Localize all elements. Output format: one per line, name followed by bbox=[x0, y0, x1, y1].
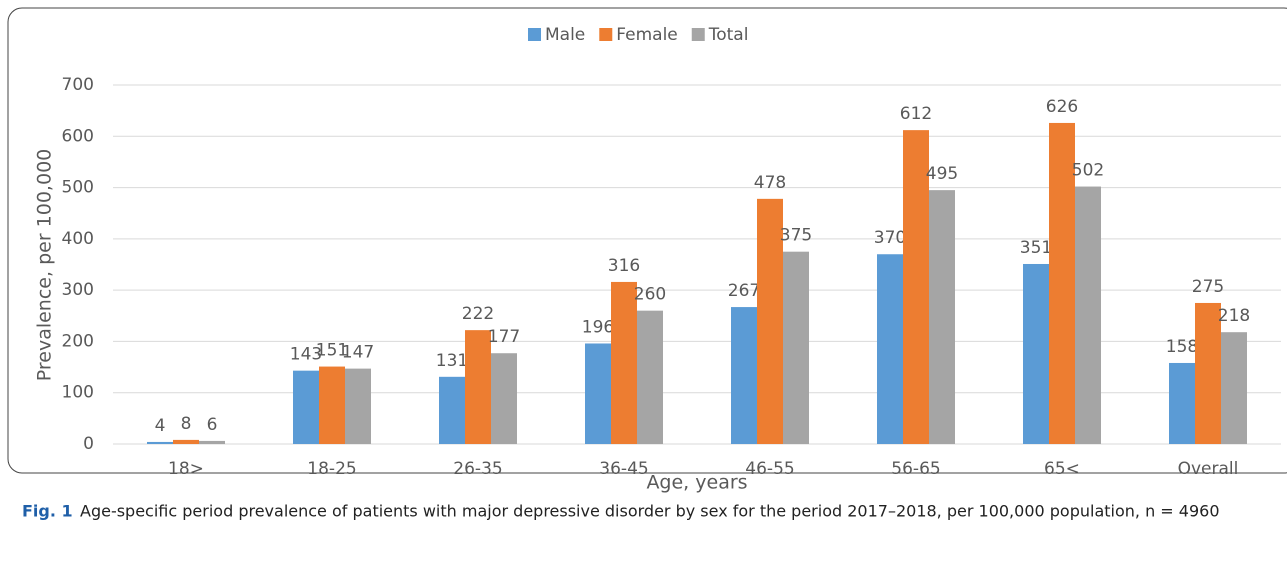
x-tick-label: 46-55 bbox=[745, 459, 794, 479]
data-label: 626 bbox=[1046, 97, 1078, 117]
bar bbox=[877, 254, 903, 444]
data-label: 316 bbox=[608, 256, 640, 276]
data-label: 502 bbox=[1072, 161, 1104, 181]
bar bbox=[173, 439, 199, 444]
data-label: 267 bbox=[728, 281, 760, 301]
bar bbox=[1075, 186, 1101, 444]
y-tick-label: 600 bbox=[62, 126, 94, 146]
x-tick-label: 65< bbox=[1044, 459, 1080, 479]
data-label: 196 bbox=[582, 317, 614, 337]
x-tick-label: 36-45 bbox=[599, 459, 648, 479]
legend-swatch bbox=[528, 28, 541, 41]
legend-label: Male bbox=[545, 25, 585, 45]
caption: Age-specific period prevalence of patien… bbox=[80, 502, 1220, 521]
y-tick-label: 200 bbox=[62, 331, 94, 351]
x-tick-label: 18-25 bbox=[307, 459, 356, 479]
legend-swatch bbox=[691, 28, 705, 41]
bar bbox=[199, 440, 225, 444]
y-tick-label: 400 bbox=[62, 229, 94, 249]
frame bbox=[7, 7, 1287, 474]
bar bbox=[491, 353, 517, 444]
data-label: 612 bbox=[900, 104, 932, 124]
bar bbox=[319, 366, 345, 444]
legend-swatch bbox=[599, 28, 613, 41]
data-label: 495 bbox=[926, 164, 958, 184]
data-label: 4 bbox=[155, 416, 166, 436]
bar bbox=[585, 343, 611, 444]
x-tick-label: 18> bbox=[168, 459, 204, 479]
data-label: 147 bbox=[342, 343, 374, 363]
caption-label: Fig. 1 bbox=[22, 502, 73, 521]
bar bbox=[757, 198, 783, 444]
data-label: 351 bbox=[1020, 238, 1052, 258]
data-label: 260 bbox=[634, 285, 666, 305]
data-label: 131 bbox=[436, 351, 468, 371]
bar bbox=[929, 190, 955, 444]
bar bbox=[439, 376, 465, 444]
bar bbox=[731, 307, 757, 444]
bar bbox=[1169, 362, 1195, 444]
data-label: 275 bbox=[1192, 277, 1224, 297]
x-axis-title: Age, years bbox=[646, 472, 747, 494]
legend-label: Total bbox=[708, 25, 749, 45]
data-label: 478 bbox=[754, 173, 786, 193]
data-label: 143 bbox=[290, 345, 322, 365]
y-tick-label: 0 bbox=[83, 434, 94, 454]
bar bbox=[345, 368, 371, 444]
x-tick-label: 26-35 bbox=[453, 459, 502, 479]
data-label: 8 bbox=[181, 414, 192, 434]
x-tick-label: Overall bbox=[1178, 459, 1239, 479]
bar bbox=[783, 251, 809, 444]
bar bbox=[147, 441, 173, 444]
legend-label: Female bbox=[616, 25, 677, 45]
y-tick-label: 300 bbox=[62, 280, 94, 300]
data-label: 6 bbox=[207, 415, 218, 435]
bar bbox=[1221, 332, 1247, 444]
bar bbox=[637, 310, 663, 444]
y-tick-label: 700 bbox=[62, 75, 94, 95]
data-label: 151 bbox=[316, 341, 348, 361]
bar bbox=[1023, 263, 1049, 444]
bar bbox=[1195, 302, 1221, 444]
data-label: 158 bbox=[1166, 337, 1198, 357]
bar bbox=[1049, 122, 1075, 445]
data-label: 375 bbox=[780, 226, 812, 246]
data-label: 222 bbox=[462, 304, 494, 324]
x-tick-label: 56-65 bbox=[891, 459, 940, 479]
data-label: 370 bbox=[874, 228, 906, 248]
data-label: 177 bbox=[488, 327, 520, 347]
data-label: 218 bbox=[1218, 306, 1250, 326]
bar bbox=[293, 370, 319, 444]
bar bbox=[903, 130, 929, 445]
bar bbox=[465, 330, 491, 444]
y-tick-label: 100 bbox=[62, 383, 94, 403]
y-tick-label: 500 bbox=[62, 178, 94, 198]
y-axis-title: Prevalence, per 100,000 bbox=[34, 149, 56, 382]
bar bbox=[611, 281, 637, 444]
